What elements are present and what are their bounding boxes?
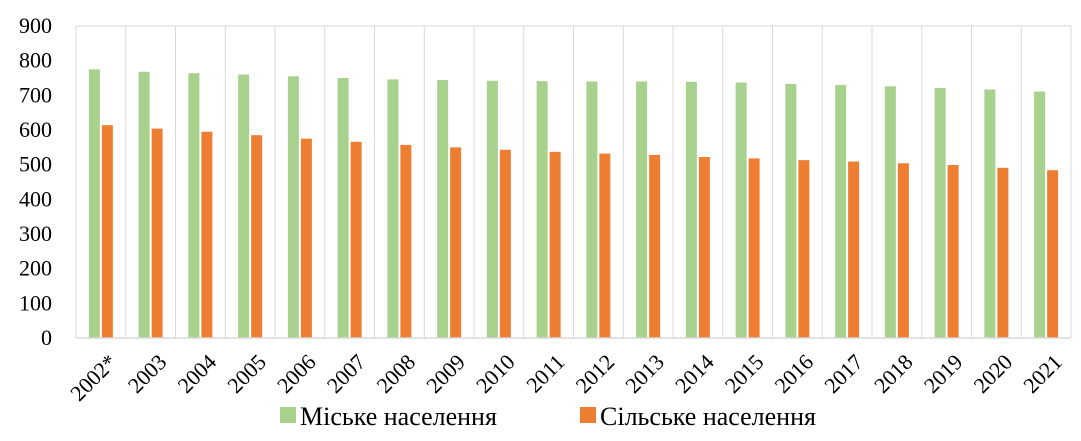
- bar-urban: [884, 86, 896, 338]
- x-tick-label: 2005: [222, 349, 271, 398]
- bar-urban: [188, 73, 200, 338]
- bar-urban: [238, 74, 250, 339]
- x-tick-label: 2021: [1018, 349, 1067, 398]
- x-tick-label: 2016: [769, 349, 818, 398]
- bar-rural: [848, 161, 860, 338]
- bar-rural: [350, 141, 362, 338]
- bar-urban: [934, 88, 946, 338]
- y-tick-label: 200: [19, 256, 52, 281]
- bar-rural: [201, 131, 213, 338]
- bar-urban: [337, 78, 349, 338]
- y-tick-label: 800: [19, 48, 52, 73]
- x-tick-label: 2009: [421, 349, 470, 398]
- legend-swatch-urban: [280, 407, 296, 423]
- bar-urban: [636, 81, 648, 338]
- bar-rural: [698, 157, 710, 338]
- bar-rural: [450, 147, 462, 338]
- x-tick-label: 2020: [968, 349, 1017, 398]
- x-tick-label: 2019: [919, 349, 968, 398]
- bar-urban: [785, 83, 797, 338]
- y-tick-label: 900: [19, 13, 52, 38]
- y-tick-labels: 0 100 200 300 400 500 600 700 800 900: [19, 13, 52, 350]
- bar-urban: [586, 81, 598, 338]
- bar-rural: [151, 128, 163, 338]
- legend-swatch-rural: [580, 407, 596, 423]
- x-tick-label: 2004: [172, 349, 221, 398]
- bar-urban: [437, 80, 449, 338]
- x-tick-label: 2015: [720, 349, 769, 398]
- bar-rural: [549, 151, 561, 338]
- y-tick-label: 700: [19, 82, 52, 107]
- bar-urban: [486, 80, 498, 339]
- bar-urban: [685, 81, 697, 339]
- legend: Міське населення Сільське населення: [280, 402, 816, 431]
- y-tick-label: 400: [19, 186, 52, 211]
- bar-urban: [735, 82, 747, 338]
- y-tick-label: 500: [19, 152, 52, 177]
- bar-rural: [947, 165, 959, 338]
- bar-urban: [387, 79, 399, 339]
- x-tick-label: 2007: [322, 349, 371, 398]
- bar-rural: [897, 163, 909, 338]
- bar-rural: [748, 158, 760, 338]
- bar-rural: [997, 167, 1009, 338]
- y-tick-label: 300: [19, 221, 52, 246]
- bar-rural: [499, 149, 511, 338]
- bar-urban: [88, 69, 100, 338]
- gridlines: [75, 25, 1072, 338]
- bar-urban: [287, 76, 299, 339]
- bar-rural: [251, 135, 263, 338]
- x-tick-label: 2018: [869, 349, 918, 398]
- bar-rural: [798, 160, 810, 338]
- bars: [88, 69, 1059, 339]
- y-tick-label: 0: [41, 325, 52, 350]
- x-tick-label: 2012: [570, 349, 619, 398]
- x-tick-label: 2017: [819, 349, 868, 398]
- x-tick-label: 2006: [272, 349, 321, 398]
- x-tick-label: 2008: [371, 349, 420, 398]
- bar-rural: [400, 144, 412, 338]
- x-tick-label: 2014: [670, 349, 719, 398]
- bar-rural: [649, 154, 661, 338]
- bar-urban: [984, 89, 996, 338]
- x-tick-labels: 2002* 2003 2004 2005 2006 2007 2008 2009 2010 201…: [65, 349, 1067, 406]
- bar-rural: [1047, 170, 1059, 338]
- legend-label-rural: Сільське населення: [600, 402, 816, 431]
- y-tick-label: 100: [19, 290, 52, 315]
- x-tick-label: 2010: [471, 349, 520, 398]
- bar-rural: [101, 125, 113, 338]
- x-tick-label: 2002*: [65, 349, 122, 406]
- y-tick-label: 600: [19, 117, 52, 142]
- x-tick-label: 2003: [123, 349, 172, 398]
- bar-urban: [536, 81, 548, 339]
- x-tick-label: 2011: [521, 349, 569, 397]
- bar-urban: [835, 84, 847, 338]
- x-tick-label: 2013: [620, 349, 669, 398]
- bar-rural: [599, 153, 611, 338]
- bar-rural: [300, 138, 312, 338]
- bar-urban: [138, 71, 150, 338]
- bar-urban: [1034, 91, 1046, 339]
- legend-label-urban: Міське населення: [300, 402, 497, 431]
